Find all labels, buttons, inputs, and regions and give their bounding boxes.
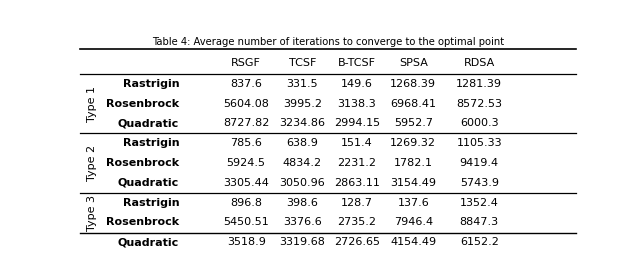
Text: 837.6: 837.6 (230, 79, 262, 89)
Text: 2735.2: 2735.2 (337, 217, 376, 227)
Text: Type 3: Type 3 (88, 195, 97, 231)
Text: 7946.4: 7946.4 (394, 217, 433, 227)
Text: RSGF: RSGF (231, 58, 261, 68)
Text: 3050.96: 3050.96 (279, 178, 325, 188)
Text: 3376.6: 3376.6 (283, 217, 321, 227)
Text: 137.6: 137.6 (397, 198, 429, 207)
Text: Rosenbrock: Rosenbrock (106, 158, 179, 168)
Text: RDSA: RDSA (463, 58, 495, 68)
Text: 128.7: 128.7 (340, 198, 372, 207)
Text: 785.6: 785.6 (230, 138, 262, 148)
Text: 149.6: 149.6 (341, 79, 372, 89)
Text: 6000.3: 6000.3 (460, 118, 499, 128)
Text: 1268.39: 1268.39 (390, 79, 436, 89)
Text: Quadratic: Quadratic (118, 118, 179, 128)
Text: 2726.65: 2726.65 (334, 237, 380, 247)
Text: Table 4: Average number of iterations to converge to the optimal point: Table 4: Average number of iterations to… (152, 37, 504, 47)
Text: 2231.2: 2231.2 (337, 158, 376, 168)
Text: 5450.51: 5450.51 (223, 217, 269, 227)
Text: Rastrigin: Rastrigin (123, 79, 179, 89)
Text: 3305.44: 3305.44 (223, 178, 269, 188)
Text: 151.4: 151.4 (341, 138, 372, 148)
Text: B-TCSF: B-TCSF (338, 58, 376, 68)
Text: 1105.33: 1105.33 (456, 138, 502, 148)
Text: 8847.3: 8847.3 (460, 217, 499, 227)
Text: Type 2: Type 2 (88, 145, 97, 181)
Text: 3154.49: 3154.49 (390, 178, 436, 188)
Text: 331.5: 331.5 (286, 79, 318, 89)
Text: 2863.11: 2863.11 (334, 178, 380, 188)
Text: 8572.53: 8572.53 (456, 99, 502, 109)
Text: 3995.2: 3995.2 (283, 99, 322, 109)
Text: 896.8: 896.8 (230, 198, 262, 207)
Text: 1281.39: 1281.39 (456, 79, 502, 89)
Text: 1352.4: 1352.4 (460, 198, 499, 207)
Text: 6152.2: 6152.2 (460, 237, 499, 247)
Text: 398.6: 398.6 (286, 198, 318, 207)
Text: 1782.1: 1782.1 (394, 158, 433, 168)
Text: Type 1: Type 1 (88, 86, 97, 122)
Text: SPSA: SPSA (399, 58, 428, 68)
Text: 8727.82: 8727.82 (223, 118, 269, 128)
Text: 3234.86: 3234.86 (279, 118, 325, 128)
Text: Rastrigin: Rastrigin (123, 138, 179, 148)
Text: 638.9: 638.9 (286, 138, 318, 148)
Text: 9419.4: 9419.4 (460, 158, 499, 168)
Text: 4154.49: 4154.49 (390, 237, 436, 247)
Text: 3138.3: 3138.3 (337, 99, 376, 109)
Text: Rosenbrock: Rosenbrock (106, 217, 179, 227)
Text: 2994.15: 2994.15 (333, 118, 380, 128)
Text: 5952.7: 5952.7 (394, 118, 433, 128)
Text: 6968.41: 6968.41 (390, 99, 436, 109)
Text: 4834.2: 4834.2 (283, 158, 322, 168)
Text: 5924.5: 5924.5 (227, 158, 266, 168)
Text: Rastrigin: Rastrigin (123, 198, 179, 207)
Text: 3518.9: 3518.9 (227, 237, 266, 247)
Text: Rosenbrock: Rosenbrock (106, 99, 179, 109)
Text: Quadratic: Quadratic (118, 237, 179, 247)
Text: TCSF: TCSF (289, 58, 316, 68)
Text: 3319.68: 3319.68 (279, 237, 325, 247)
Text: 5604.08: 5604.08 (223, 99, 269, 109)
Text: 5743.9: 5743.9 (460, 178, 499, 188)
Text: 1269.32: 1269.32 (390, 138, 436, 148)
Text: Quadratic: Quadratic (118, 178, 179, 188)
